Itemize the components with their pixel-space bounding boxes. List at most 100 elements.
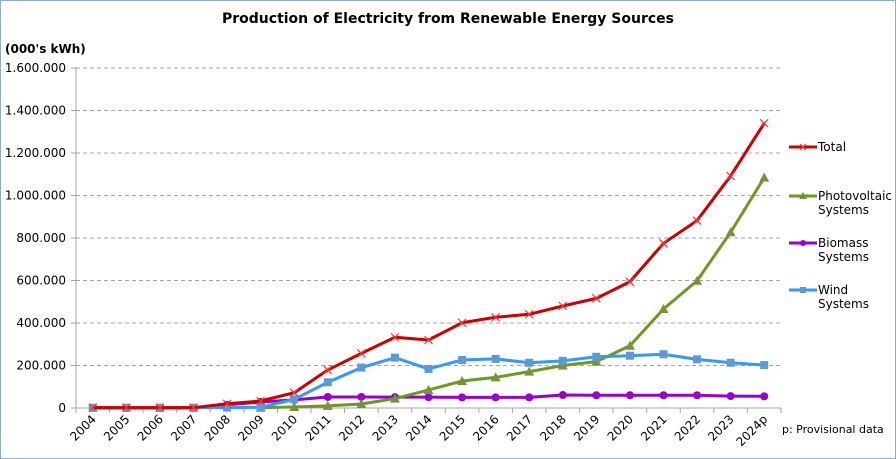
data-point-circle-marker — [625, 391, 634, 400]
y-tick-label: 800.000 — [16, 231, 66, 245]
data-point-x-marker — [558, 301, 568, 311]
x-tick-label: 2015 — [437, 412, 468, 443]
data-point-circle-marker — [424, 393, 433, 402]
data-point-square-marker — [525, 358, 534, 367]
data-point-circle-marker — [357, 392, 366, 401]
y-tick-label: 400.000 — [16, 316, 66, 330]
x-tick-label: 2016 — [470, 412, 501, 443]
data-point-x-marker — [390, 332, 400, 342]
y-axis-ticks: 0 200.000 400.000 600.000 800.000 1.000.000 1.… — [5, 61, 76, 415]
data-point-square-marker — [625, 351, 634, 360]
series-wind-systems — [88, 350, 769, 412]
data-point-x-marker — [256, 396, 266, 406]
x-tick-label: 2022 — [672, 412, 703, 443]
data-point-x-marker — [625, 277, 635, 287]
x-tick-label: 2005 — [101, 412, 132, 443]
data-point-triangle-marker — [624, 340, 635, 350]
data-point-circle-marker — [726, 392, 735, 401]
data-point-triangle-marker — [423, 384, 434, 394]
data-point-square-marker — [357, 363, 366, 372]
x-tick-label: 2008 — [202, 412, 233, 443]
x-tick-label: 2024p — [733, 412, 770, 449]
data-point-triangle-marker — [799, 192, 807, 199]
data-point-square-marker — [290, 395, 299, 404]
data-point-x-marker — [424, 335, 433, 345]
data-point-x-marker — [591, 293, 601, 303]
x-tick-label: 2018 — [537, 412, 568, 443]
gridlines — [76, 67, 781, 366]
x-tick-label: 2020 — [605, 412, 636, 443]
legend-label: Total — [817, 140, 846, 154]
data-point-circle-marker — [592, 391, 601, 400]
x-tick-label: 2004 — [67, 412, 98, 443]
x-tick-label: 2017 — [504, 412, 535, 443]
data-point-circle-marker — [760, 392, 769, 401]
data-point-circle-marker — [800, 240, 806, 246]
data-point-triangle-marker — [591, 356, 602, 366]
x-tick-label: 2012 — [336, 412, 367, 443]
legend-label: Biomass — [818, 236, 868, 250]
legend-label: Systems — [818, 250, 869, 264]
legend-item-total: Total — [789, 140, 846, 154]
data-point-x-marker — [726, 171, 736, 181]
legend-label: Photovoltaic — [818, 189, 892, 203]
data-point-x-marker — [289, 388, 299, 398]
data-point-square-marker — [323, 378, 332, 387]
x-tick-label: 2019 — [571, 412, 602, 443]
legend-label: Systems — [818, 203, 869, 217]
y-tick-label: 1.400.000 — [5, 104, 66, 118]
data-point-x-marker — [659, 238, 668, 248]
data-point-circle-marker — [558, 391, 567, 400]
data-point-triangle-marker — [289, 401, 300, 411]
data-point-circle-marker — [525, 393, 534, 402]
data-point-square-marker — [223, 403, 232, 412]
y-tick-label: 1.600.000 — [5, 61, 66, 75]
data-point-triangle-marker — [490, 372, 501, 382]
data-point-square-marker — [592, 352, 601, 361]
legend-label: Wind — [818, 283, 848, 297]
data-point-triangle-marker — [457, 376, 468, 386]
data-point-square-marker — [390, 353, 399, 362]
series-line — [260, 176, 766, 410]
x-tick-label: 2010 — [269, 412, 300, 443]
y-tick-label: 1.200.000 — [5, 146, 66, 160]
x-tick-label: 2007 — [168, 412, 199, 443]
data-point-square-marker — [458, 355, 467, 364]
x-tick-label: 2023 — [705, 412, 736, 443]
data-point-x-marker — [457, 318, 467, 328]
series-total — [88, 118, 769, 413]
series-group — [88, 118, 770, 413]
y-tick-label: 1.000.000 — [5, 189, 66, 203]
provisional-note: p: Provisional data — [782, 423, 884, 436]
data-point-triangle-marker — [692, 275, 703, 285]
data-point-triangle-marker — [557, 360, 568, 370]
x-tick-label: 2006 — [135, 412, 166, 443]
data-point-circle-marker — [491, 393, 500, 402]
data-point-x-marker — [121, 403, 131, 413]
data-point-triangle-marker — [759, 172, 770, 182]
data-point-triangle-marker — [725, 227, 736, 237]
x-tick-label: 2021 — [638, 412, 669, 443]
legend-item-photovoltaic-systems: Photovoltaic Systems — [789, 189, 892, 217]
data-point-circle-marker — [323, 392, 332, 401]
y-axis-unit-label: (000's kWh) — [5, 42, 86, 56]
data-point-square-marker — [558, 356, 567, 365]
data-point-triangle-marker — [322, 400, 333, 410]
data-point-square-marker — [726, 358, 735, 367]
data-point-circle-marker — [659, 391, 668, 400]
y-tick-label: 200.000 — [16, 359, 66, 373]
x-tick-label: 2014 — [403, 412, 434, 443]
x-tick-label: 2011 — [302, 412, 333, 443]
data-point-square-marker — [693, 355, 702, 364]
data-point-x-marker — [222, 399, 232, 409]
data-point-triangle-marker — [658, 303, 669, 313]
data-point-triangle-marker — [524, 366, 535, 376]
data-point-x-marker — [692, 216, 702, 225]
data-point-square-marker — [800, 287, 806, 293]
data-point-circle-marker — [458, 393, 467, 402]
data-point-circle-marker — [693, 391, 702, 400]
data-point-x-marker — [323, 365, 333, 375]
